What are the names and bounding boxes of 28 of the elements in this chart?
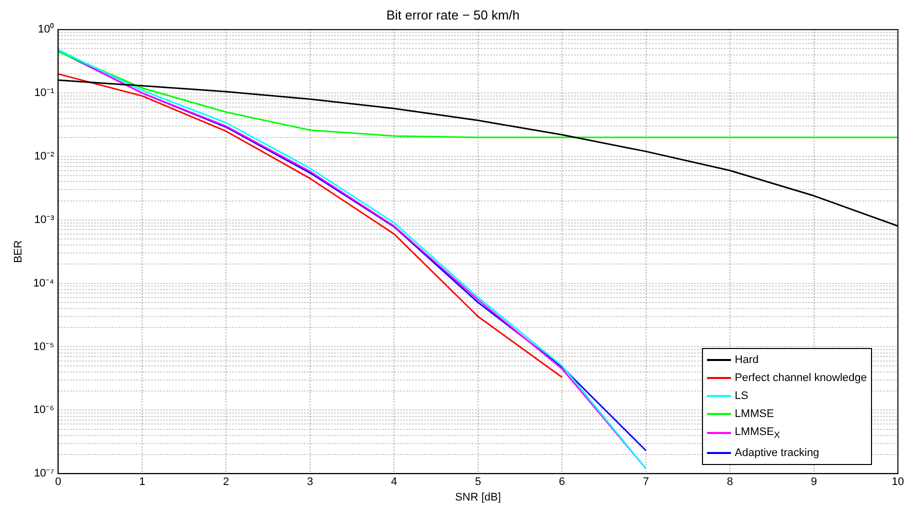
x-tick-label: 10 xyxy=(892,476,904,488)
legend-label: LMMSE xyxy=(734,406,774,422)
x-tick-label: 9 xyxy=(810,476,817,488)
legend-label: Perfect channel knowledge xyxy=(734,370,867,386)
y-tick-label: 10⁻³ xyxy=(34,214,54,226)
x-tick-label: 3 xyxy=(307,476,314,488)
x-tick-label: 8 xyxy=(726,476,733,488)
y-tick-label: 10⁻⁷ xyxy=(34,468,54,480)
y-axis-title: BER xyxy=(12,240,25,263)
x-tick-label: 1 xyxy=(139,476,146,488)
x-tick-label: 4 xyxy=(390,476,398,488)
x-tick-label: 0 xyxy=(55,476,62,488)
legend-label: Hard xyxy=(734,352,759,368)
x-axis-title: SNR [dB] xyxy=(455,491,501,504)
y-tick-label: 10⁰ xyxy=(38,22,54,36)
y-tick-label: 10⁻² xyxy=(34,150,54,162)
x-tick-label: 7 xyxy=(642,476,650,488)
y-tick-label: 10⁻⁵ xyxy=(33,340,54,353)
y-tick-label: 10⁻¹ xyxy=(34,87,54,100)
x-tick-label: 5 xyxy=(474,476,482,488)
legend-label: LMMSE$_{X}$ xyxy=(734,424,780,442)
legend-label: LS xyxy=(734,388,748,404)
x-tick-label: 6 xyxy=(558,476,566,488)
x-tick-label: 2 xyxy=(223,476,230,488)
legend-label: Adaptive tracking xyxy=(734,446,820,461)
y-tick-label: 10⁻⁴ xyxy=(33,277,54,290)
chart-title: Bit error rate − 50 km/h xyxy=(386,7,520,22)
y-tick-label: 10⁻⁶ xyxy=(33,404,54,416)
